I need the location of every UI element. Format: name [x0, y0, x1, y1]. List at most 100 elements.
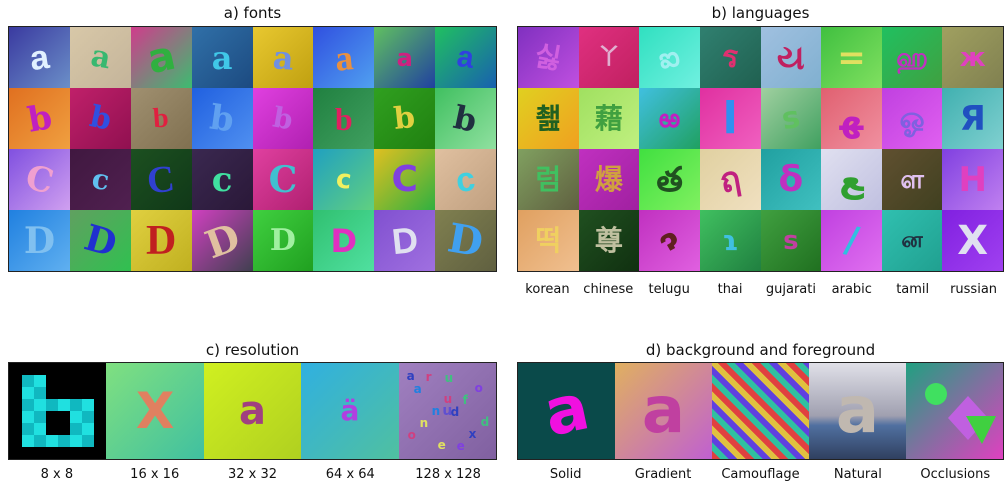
font-sample-2-0-glyph: C: [21, 156, 58, 203]
language-sample-2-4: δ: [760, 149, 822, 210]
languages-panel: 싫 丫 ఐ ร ય = ஹ ж 쵎 藉 ఱ l s ﻬ ஓ Я 럼 爆 త ฤ δ ﻊ ள H 떡 尊 ɂ ɿ s / ன X: [517, 26, 1004, 272]
language-sample-1-3-glyph: l: [722, 92, 738, 144]
lowres-pixel: [33, 411, 46, 423]
font-sample-1-4: b: [252, 88, 314, 149]
background-label-2: Camouflage: [721, 467, 800, 482]
font-sample-0-7: a: [435, 27, 496, 88]
font-sample-0-5: a: [313, 27, 375, 88]
lowres-b-glyph: [10, 363, 106, 459]
tiny-letter: a: [406, 369, 415, 383]
resolution-label-0: 8 x 8: [40, 467, 74, 482]
font-sample-3-7: D: [435, 210, 496, 271]
language-label-6: tamil: [896, 282, 930, 297]
background-label-4: Occlusions: [920, 467, 991, 482]
tiny-letter: u: [444, 371, 454, 385]
language-sample-2-0: 럼: [518, 149, 579, 210]
language-sample-3-1: 尊: [578, 210, 640, 271]
font-sample-2-7: c: [435, 149, 496, 210]
language-sample-3-7: X: [942, 210, 1003, 271]
language-sample-0-3-glyph: ร: [722, 39, 739, 75]
font-sample-3-6: D: [374, 210, 436, 271]
font-sample-2-2: C: [130, 149, 192, 210]
font-sample-0-1: a: [69, 27, 131, 88]
font-sample-2-3-glyph: c: [211, 159, 233, 200]
font-sample-0-7-glyph: a: [455, 39, 477, 75]
background-sample-0-glyph: a: [537, 370, 596, 452]
tiny-letter: r: [425, 370, 432, 384]
font-sample-3-0-glyph: D: [23, 219, 56, 262]
language-sample-0-5: =: [821, 27, 882, 88]
font-sample-2-6-glyph: C: [391, 158, 418, 200]
font-sample-3-1: D: [69, 210, 131, 271]
lowres-pixel: [33, 387, 46, 399]
lowres-pixel: [21, 399, 34, 411]
resolution-sample-2: a: [203, 363, 302, 459]
tiny-letter: e: [456, 439, 465, 453]
language-label-5: arabic: [831, 282, 872, 297]
lowres-pixel: [69, 399, 82, 411]
language-sample-0-0: 싫: [518, 27, 579, 88]
language-sample-0-7: ж: [942, 27, 1003, 88]
font-sample-1-6: b: [374, 88, 436, 149]
font-sample-1-7-glyph: b: [450, 97, 481, 140]
lowres-pixel: [69, 435, 82, 447]
language-label-3: thai: [717, 282, 743, 297]
panel-a-title: a) fonts: [223, 4, 282, 22]
font-sample-2-4: C: [252, 149, 314, 210]
language-sample-3-2-glyph: ɂ: [652, 220, 687, 260]
background-label-3: Natural: [833, 467, 882, 482]
panel-c-title: c) resolution: [205, 341, 300, 359]
lowres-pixel: [69, 423, 82, 435]
tiny-letter: o: [407, 428, 416, 442]
font-sample-0-2: a: [130, 27, 192, 88]
font-sample-3-4-glyph: D: [269, 222, 296, 258]
language-sample-1-5-glyph: ﻬ: [839, 97, 864, 139]
language-sample-3-4-glyph: s: [783, 225, 799, 256]
resolution-label-1: 16 x 16: [130, 467, 180, 482]
lowres-pixel: [81, 399, 94, 411]
lowres-pixel: [33, 375, 46, 387]
lowres-pixel: [21, 375, 34, 387]
font-sample-1-6-glyph: b: [392, 99, 417, 137]
panel-d-title: d) background and foreground: [645, 341, 876, 359]
language-label-0: korean: [525, 282, 570, 297]
tiny-letter: u: [443, 392, 453, 406]
font-sample-0-2-glyph: a: [143, 32, 180, 83]
font-sample-0-3: a: [191, 27, 253, 88]
resolution-sample-1: X: [106, 363, 204, 459]
language-sample-3-3-glyph: ɿ: [721, 223, 739, 257]
language-sample-2-5: ﻊ: [821, 149, 882, 210]
font-sample-3-0: D: [9, 210, 70, 271]
language-sample-1-2-glyph: ఱ: [658, 103, 681, 134]
font-sample-3-4: D: [252, 210, 314, 271]
background-sample-0: a: [518, 363, 615, 459]
language-sample-1-6-glyph: ஓ: [899, 100, 925, 136]
tiny-letter: f: [462, 393, 468, 407]
language-sample-1-3: l: [699, 88, 761, 149]
font-sample-3-2: D: [130, 210, 192, 271]
background-sample-1-glyph: a: [641, 374, 686, 448]
language-sample-3-5: /: [821, 210, 882, 271]
language-sample-0-6: ஹ: [881, 27, 943, 88]
language-sample-3-5-glyph: /: [841, 218, 862, 262]
font-sample-3-1-glyph: D: [79, 216, 122, 265]
language-sample-3-2: ɂ: [639, 210, 700, 271]
font-sample-2-4-glyph: C: [268, 158, 298, 201]
font-sample-1-4-glyph: b: [270, 100, 296, 136]
language-sample-1-4: s: [760, 88, 822, 149]
font-sample-3-6-glyph: D: [389, 218, 420, 262]
language-sample-2-2-glyph: త: [656, 159, 683, 200]
tiny-letter: e: [437, 438, 446, 452]
tiny-letter: n: [431, 404, 441, 418]
lowres-pixel: [21, 435, 34, 447]
language-sample-0-6-glyph: ஹ: [896, 42, 928, 73]
language-sample-0-3: ร: [699, 27, 761, 88]
lowres-pixel: [33, 423, 46, 435]
language-sample-0-0-glyph: 싫: [532, 38, 564, 76]
